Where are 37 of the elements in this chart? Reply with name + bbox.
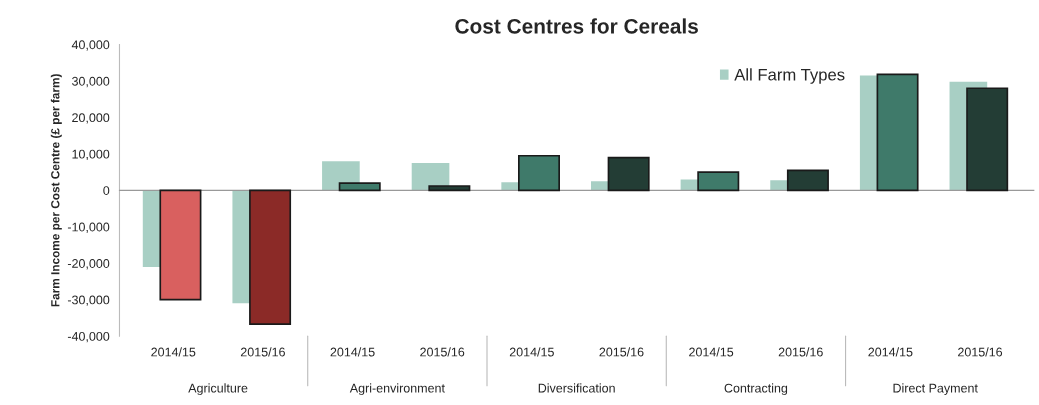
x-tick-label: 2014/15	[868, 347, 913, 357]
x-tick-label: 2015/16	[420, 347, 465, 357]
y-tick-label: -30,000	[67, 295, 110, 306]
text: Direct Payment	[893, 383, 978, 396]
bar	[876, 73, 919, 192]
bar	[428, 185, 471, 192]
bar	[338, 182, 381, 192]
bar	[966, 87, 1009, 192]
text: Contracting	[724, 383, 788, 396]
x-tick-label: 2014/15	[689, 347, 734, 357]
y-tick-label: 40,000	[71, 40, 110, 51]
y-tick-label: 30,000	[72, 76, 110, 88]
x-tick-label: 2014/15	[330, 347, 375, 357]
y-tick-label: 0	[103, 186, 110, 195]
y-tick-label: -10,000	[67, 222, 110, 233]
x-tick-label: 2015/16	[958, 347, 1003, 357]
x-tick-label: 2014/15	[151, 347, 196, 357]
text: Diversification	[538, 383, 615, 393]
x-tick-label: 2015/16	[599, 347, 644, 357]
x-tick-label: 2015/16	[240, 347, 285, 357]
x-tick-label: 2014/15	[509, 347, 554, 357]
bar	[607, 156, 650, 192]
y-tick-label: 10,000	[72, 149, 110, 161]
y-tick-label: -20,000	[67, 259, 110, 270]
text: Agriculture	[188, 383, 248, 396]
bar	[249, 189, 292, 325]
y-tick-label: 20,000	[72, 113, 110, 124]
bar	[697, 171, 740, 192]
x-tick-label: 2015/16	[778, 347, 823, 357]
y-tick-label: -40,000	[67, 331, 110, 343]
chart-title: Cost Centres for Cereals	[455, 18, 698, 34]
legend-label: All Farm Types	[734, 68, 845, 84]
text: Agri-environment	[349, 383, 445, 396]
bar	[786, 169, 829, 192]
bar	[159, 189, 202, 301]
y-axis-title: Farm Income per Cost Centre (£ per farm)	[50, 74, 62, 307]
bar	[517, 154, 561, 192]
